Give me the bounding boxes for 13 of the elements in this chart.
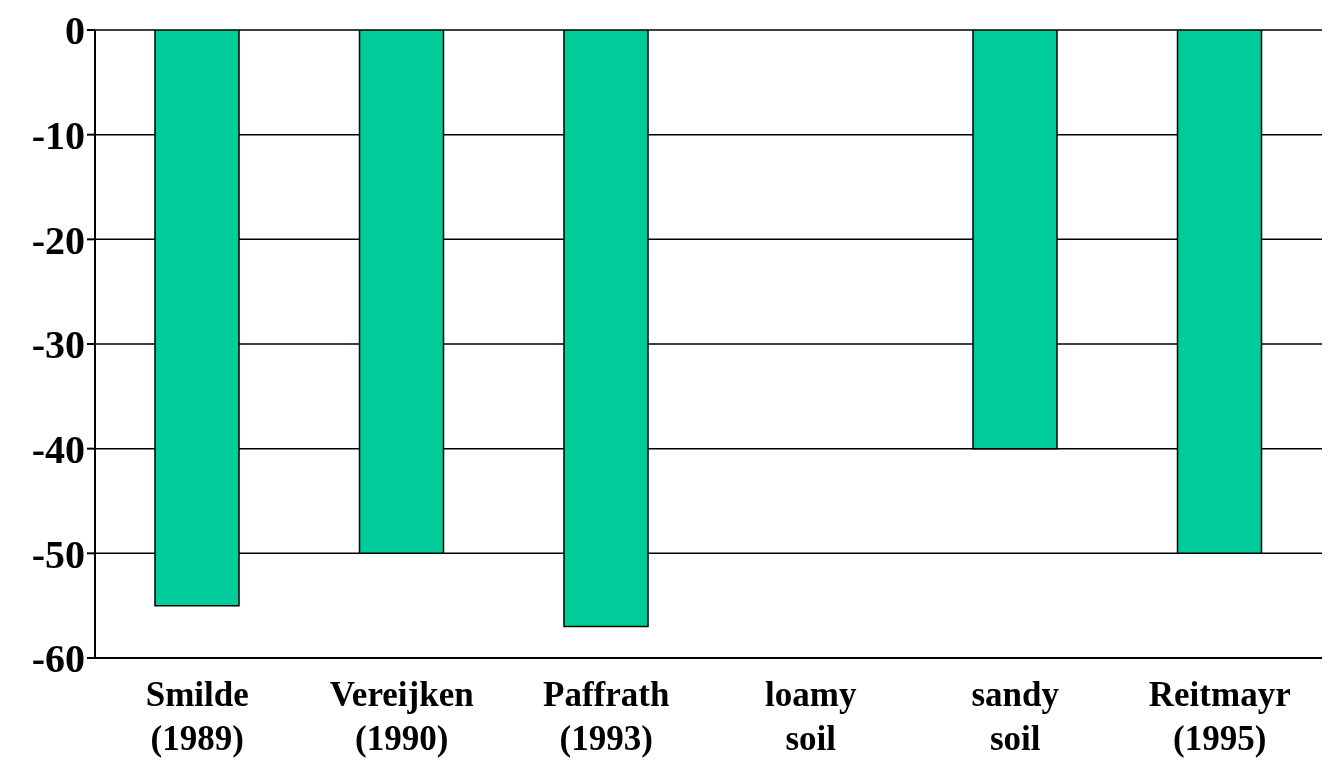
x-tick-label: Reitmayr (1995): [1148, 675, 1291, 758]
x-tick-label: Vereijken (1990): [329, 675, 474, 758]
y-tick-label: -50: [31, 531, 85, 577]
x-tick-label: Smilde (1989): [145, 675, 249, 758]
y-tick-label: -60: [31, 636, 85, 682]
y-tick-label: -30: [31, 322, 85, 368]
y-tick-label: 0: [65, 8, 85, 54]
x-tick-label: Paffrath (1993): [543, 675, 670, 758]
y-tick-label: -40: [31, 426, 85, 472]
x-tick-label: sandy soil: [971, 675, 1060, 758]
x-tick-label: loamy soil: [765, 675, 857, 758]
y-tick-label: -10: [31, 112, 85, 158]
y-tick-label: -20: [31, 217, 85, 263]
